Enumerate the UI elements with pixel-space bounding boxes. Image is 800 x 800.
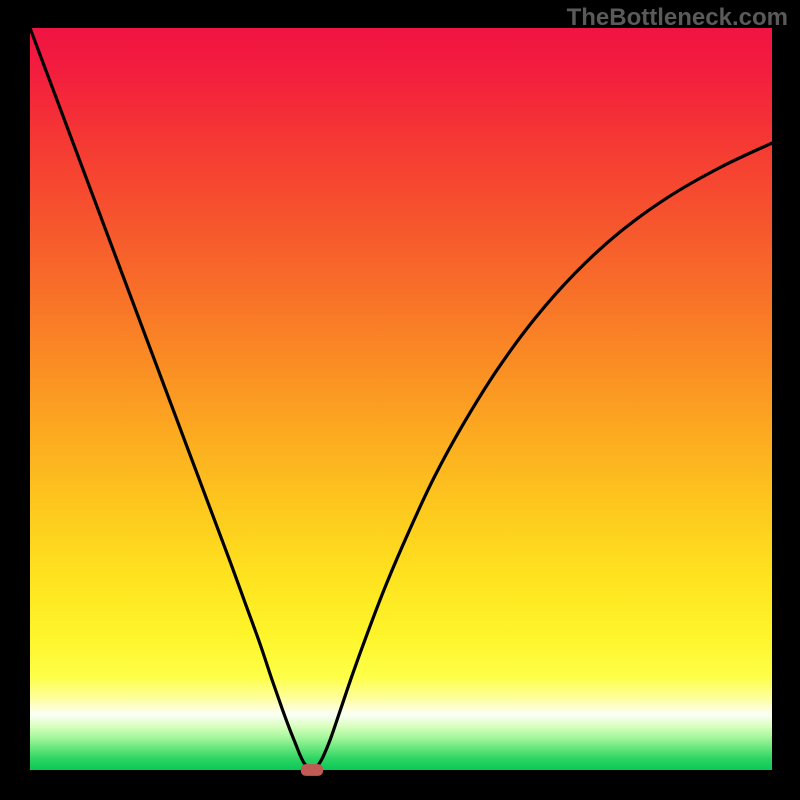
plot-background (30, 28, 772, 770)
chart-svg (0, 0, 800, 800)
watermark-text: TheBottleneck.com (567, 4, 788, 32)
chart-container: TheBottleneck.com (0, 0, 800, 800)
minimum-marker (301, 764, 323, 776)
